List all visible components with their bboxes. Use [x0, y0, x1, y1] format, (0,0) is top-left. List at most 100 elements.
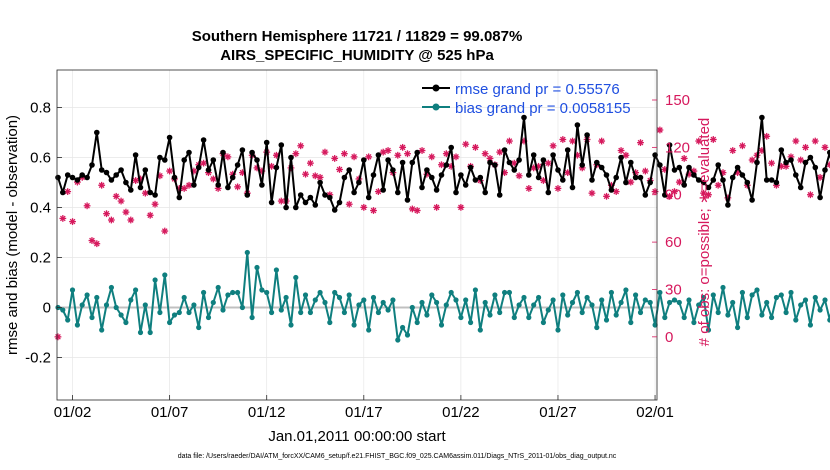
rmse-point	[205, 167, 212, 173]
rmse-point	[681, 182, 687, 188]
bias-point	[147, 329, 153, 336]
bias-point	[351, 322, 357, 328]
bias-point	[196, 324, 202, 331]
rmse-point	[564, 147, 571, 153]
rmse-point	[375, 152, 382, 158]
bias-point	[123, 319, 129, 326]
bias-point	[254, 264, 260, 271]
obs-count-point	[729, 147, 737, 154]
rmse-point	[98, 167, 105, 173]
obs-count-point	[117, 197, 125, 205]
bias-point	[201, 289, 207, 296]
bias-point	[356, 302, 362, 308]
bias-point	[438, 322, 445, 328]
rmse-point	[317, 179, 323, 186]
obs-count-point	[399, 143, 407, 151]
bias-point	[584, 294, 590, 301]
bias-point	[128, 297, 134, 303]
bias-point	[302, 292, 309, 298]
bias-point	[633, 292, 639, 298]
obs-count-point	[705, 191, 712, 199]
bias-point	[579, 309, 585, 316]
obs-count-point	[472, 143, 479, 151]
rmse-point	[268, 199, 275, 206]
bias-point	[259, 287, 265, 293]
y-right-tick-label: 30	[665, 281, 682, 298]
bias-point	[536, 294, 542, 301]
rmse-point	[462, 182, 469, 188]
rmse-point	[351, 189, 357, 196]
bias-point	[623, 287, 629, 293]
bias-point	[701, 294, 707, 301]
bias-point	[69, 287, 76, 293]
rmse-point	[657, 162, 663, 168]
obs-count-point	[103, 210, 110, 218]
obs-count-point	[569, 137, 576, 145]
obs-count-point	[384, 147, 392, 154]
obs-count-point	[506, 137, 513, 145]
rmse-point	[574, 122, 581, 128]
rmse-point	[307, 194, 314, 201]
rmse-point	[691, 172, 697, 178]
rmse-series	[55, 114, 830, 213]
bias-point	[511, 314, 517, 321]
bias-point	[560, 292, 566, 298]
bias-point	[472, 287, 478, 293]
bias-point	[730, 299, 736, 306]
bias-point	[341, 309, 347, 316]
rmse-point	[516, 157, 522, 163]
obs-count-point	[603, 192, 610, 200]
bias-point	[108, 284, 114, 291]
y-left-tick-label: -0.2	[25, 350, 51, 367]
obs-count-point	[93, 240, 101, 248]
bias-point	[550, 297, 556, 303]
rmse-point	[55, 174, 61, 181]
rmse-point	[506, 159, 513, 166]
bias-point	[235, 289, 241, 296]
bias-point	[603, 317, 610, 323]
rmse-point	[380, 187, 387, 193]
rmse-point	[458, 172, 464, 178]
rmse-point	[666, 142, 673, 148]
y-right-tick-label: 120	[665, 139, 690, 156]
bias-point	[526, 314, 532, 321]
rmse-point	[579, 162, 585, 168]
rmse-point	[676, 164, 683, 171]
obs-count-point	[379, 148, 387, 156]
obs-count-point	[209, 175, 217, 183]
rmse-point	[239, 147, 246, 153]
rmse-point	[220, 149, 226, 156]
bias-point	[715, 309, 721, 316]
rmse-point	[793, 172, 799, 178]
bias-point	[385, 307, 391, 313]
bias-point	[375, 309, 381, 316]
obs-count-point	[161, 227, 169, 235]
rmse-point	[142, 167, 149, 173]
rmse-point	[768, 177, 775, 183]
obs-count-point	[802, 143, 809, 151]
rmse-point	[365, 194, 372, 201]
obs-count-point	[345, 200, 353, 208]
bias-point	[409, 304, 415, 311]
rmse-point	[254, 157, 260, 163]
obs-count-point	[54, 333, 62, 341]
bias-point	[589, 302, 595, 308]
rmse-point	[113, 172, 119, 178]
rmse-point	[632, 174, 639, 181]
obs-count-point	[146, 211, 154, 219]
obs-count-point	[671, 188, 678, 195]
bias-point	[691, 319, 697, 326]
rmse-point	[244, 192, 251, 198]
obs-count-point	[127, 216, 135, 224]
rmse-point	[69, 174, 76, 181]
bias-point	[366, 327, 372, 333]
rmse-point	[487, 159, 493, 166]
bias-point	[671, 297, 678, 303]
obs-count-point	[321, 148, 329, 156]
obs-count-point	[666, 192, 674, 200]
rmse-point	[108, 177, 115, 183]
obs-count-point	[112, 192, 120, 200]
bias-point	[230, 289, 236, 296]
rmse-point	[482, 189, 489, 196]
